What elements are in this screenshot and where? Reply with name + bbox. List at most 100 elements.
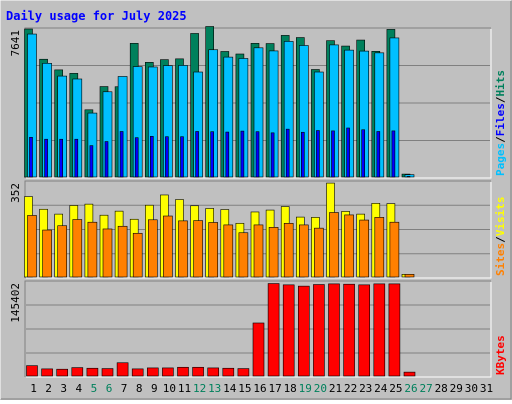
bar-files-day-18 [285, 128, 290, 178]
x-tick-label-day-26: 26 [404, 382, 417, 395]
bar-kbytes-day-1 [26, 365, 38, 377]
bar-sites-day-5 [87, 221, 98, 278]
panel-hits: 7641 Pages/Files/Hits [9, 26, 507, 179]
bar-kbytes-day-24 [373, 283, 386, 377]
bar-sites-day-23 [359, 219, 370, 278]
bar-sites-day-11 [178, 220, 188, 278]
x-tick-label-day-30: 30 [465, 382, 478, 395]
bar-sites-day-13 [208, 222, 218, 278]
x-tick-label-day-6: 6 [106, 382, 113, 395]
panel-kbytes-bevel-dark [24, 280, 491, 377]
bar-kbytes-day-21 [328, 283, 340, 377]
bar-kbytes-day-26 [403, 371, 416, 377]
x-tick-label-day-31: 31 [480, 382, 493, 395]
x-tick-label-day-17: 17 [268, 382, 281, 395]
bar-sites-day-21 [329, 212, 339, 278]
panel-visits-max-label: 352 [9, 183, 22, 203]
legend-sites: Sites [494, 243, 507, 276]
bar-sites-day-25 [389, 221, 400, 278]
legend-files: Files [494, 103, 507, 136]
panel-hits-legend: Pages/Files/Hits [494, 70, 507, 176]
bar-files-day-9 [150, 136, 154, 178]
bar-sites-day-2 [42, 229, 52, 278]
chart-panels: 7641 Pages/Files/Hits 352 Sites/Visits 14540… [9, 26, 507, 378]
bar-files-day-6 [104, 141, 109, 178]
legend-visits: Visits [494, 197, 507, 237]
bar-files-day-23 [361, 129, 366, 178]
bar-kbytes-day-19 [297, 285, 310, 377]
x-tick-label-day-8: 8 [136, 382, 143, 395]
x-tick-label-day-23: 23 [359, 382, 372, 395]
bar-kbytes-day-23 [358, 284, 371, 377]
bar-sites-day-16 [253, 224, 264, 278]
bar-files-day-11 [180, 136, 184, 178]
bar-files-day-21 [331, 130, 335, 178]
bar-files-day-10 [165, 136, 169, 178]
bar-kbytes-day-15 [237, 368, 250, 377]
bar-sites-day-19 [298, 224, 309, 278]
panel-hits-bevel-light [26, 29, 492, 179]
bar-sites-day-22 [344, 214, 354, 278]
x-tick-label-day-11: 11 [178, 382, 191, 395]
bar-sites-day-7 [117, 225, 128, 278]
bar-sites-day-8 [132, 232, 143, 278]
bar-kbytes-day-17 [267, 283, 280, 377]
bar-kbytes-day-25 [388, 283, 401, 377]
legend-pages: Pages [494, 143, 507, 176]
bar-kbytes-day-2 [41, 368, 53, 377]
bar-sites-day-18 [283, 222, 294, 278]
bar-kbytes-day-22 [343, 283, 355, 377]
x-tick-label-day-19: 19 [299, 382, 312, 395]
bar-files-day-3 [59, 138, 64, 178]
x-tick-label-day-16: 16 [253, 382, 266, 395]
bar-files-day-26 [406, 176, 411, 178]
bar-files-day-1 [29, 136, 33, 178]
panel-kbytes-legend: KBytes [494, 335, 507, 375]
x-tick-label-day-5: 5 [91, 382, 98, 395]
bar-sites-day-10 [163, 215, 173, 278]
panel-visits-legend-separator: / [494, 236, 507, 243]
x-tick-label-day-27: 27 [419, 382, 432, 395]
x-tick-label-day-14: 14 [223, 382, 237, 395]
panel-visits: 352 Sites/Visits [9, 180, 507, 279]
bar-files-day-14 [225, 131, 230, 178]
bar-sites-day-14 [223, 224, 234, 278]
bar-sites-day-12 [193, 220, 203, 278]
bar-files-day-20 [316, 130, 320, 178]
bar-sites-day-3 [57, 225, 68, 278]
x-axis-labels: 1 2 3 4 5 6 7 8 9 10 11 12 13 14 15 16 17 18 19 20 21 22 23 24 2… [30, 382, 493, 395]
x-tick-label-day-2: 2 [45, 382, 52, 395]
bar-sites-day-15 [238, 232, 249, 278]
x-tick-label-day-20: 20 [314, 382, 327, 395]
bar-sites-day-17 [268, 227, 279, 278]
bar-kbytes-day-7 [116, 362, 129, 377]
panel-hits-max-label: 7641 [9, 30, 22, 57]
bar-kbytes-day-6 [101, 368, 114, 377]
x-tick-label-day-29: 29 [450, 382, 463, 395]
legend-kbytes: KBytes [494, 335, 507, 375]
x-tick-label-day-22: 22 [344, 382, 357, 395]
bar-kbytes-day-16 [252, 322, 265, 377]
bar-kbytes-day-12 [192, 366, 204, 377]
x-tick-label-day-9: 9 [151, 382, 158, 395]
bar-sites-day-26 [404, 274, 415, 278]
x-tick-label-day-25: 25 [389, 382, 402, 395]
panel-visits-bevel-light [26, 182, 492, 279]
bar-kbytes-day-14 [222, 367, 235, 377]
bar-files-day-5 [89, 145, 94, 178]
x-tick-label-day-28: 28 [435, 382, 448, 395]
bar-files-day-25 [391, 130, 396, 178]
x-tick-label-day-4: 4 [75, 382, 82, 395]
bar-files-day-16 [255, 131, 260, 178]
chart-title: Daily usage for July 2025 [6, 9, 187, 23]
panel-kbytes-max-label: 145402 [9, 283, 22, 323]
x-tick-label-day-1: 1 [30, 382, 37, 395]
bar-sites-day-4 [72, 219, 83, 278]
bar-kbytes-day-8 [131, 368, 144, 377]
x-tick-label-day-10: 10 [163, 382, 176, 395]
bar-kbytes-day-20 [313, 284, 325, 377]
bar-sites-day-20 [314, 227, 324, 278]
